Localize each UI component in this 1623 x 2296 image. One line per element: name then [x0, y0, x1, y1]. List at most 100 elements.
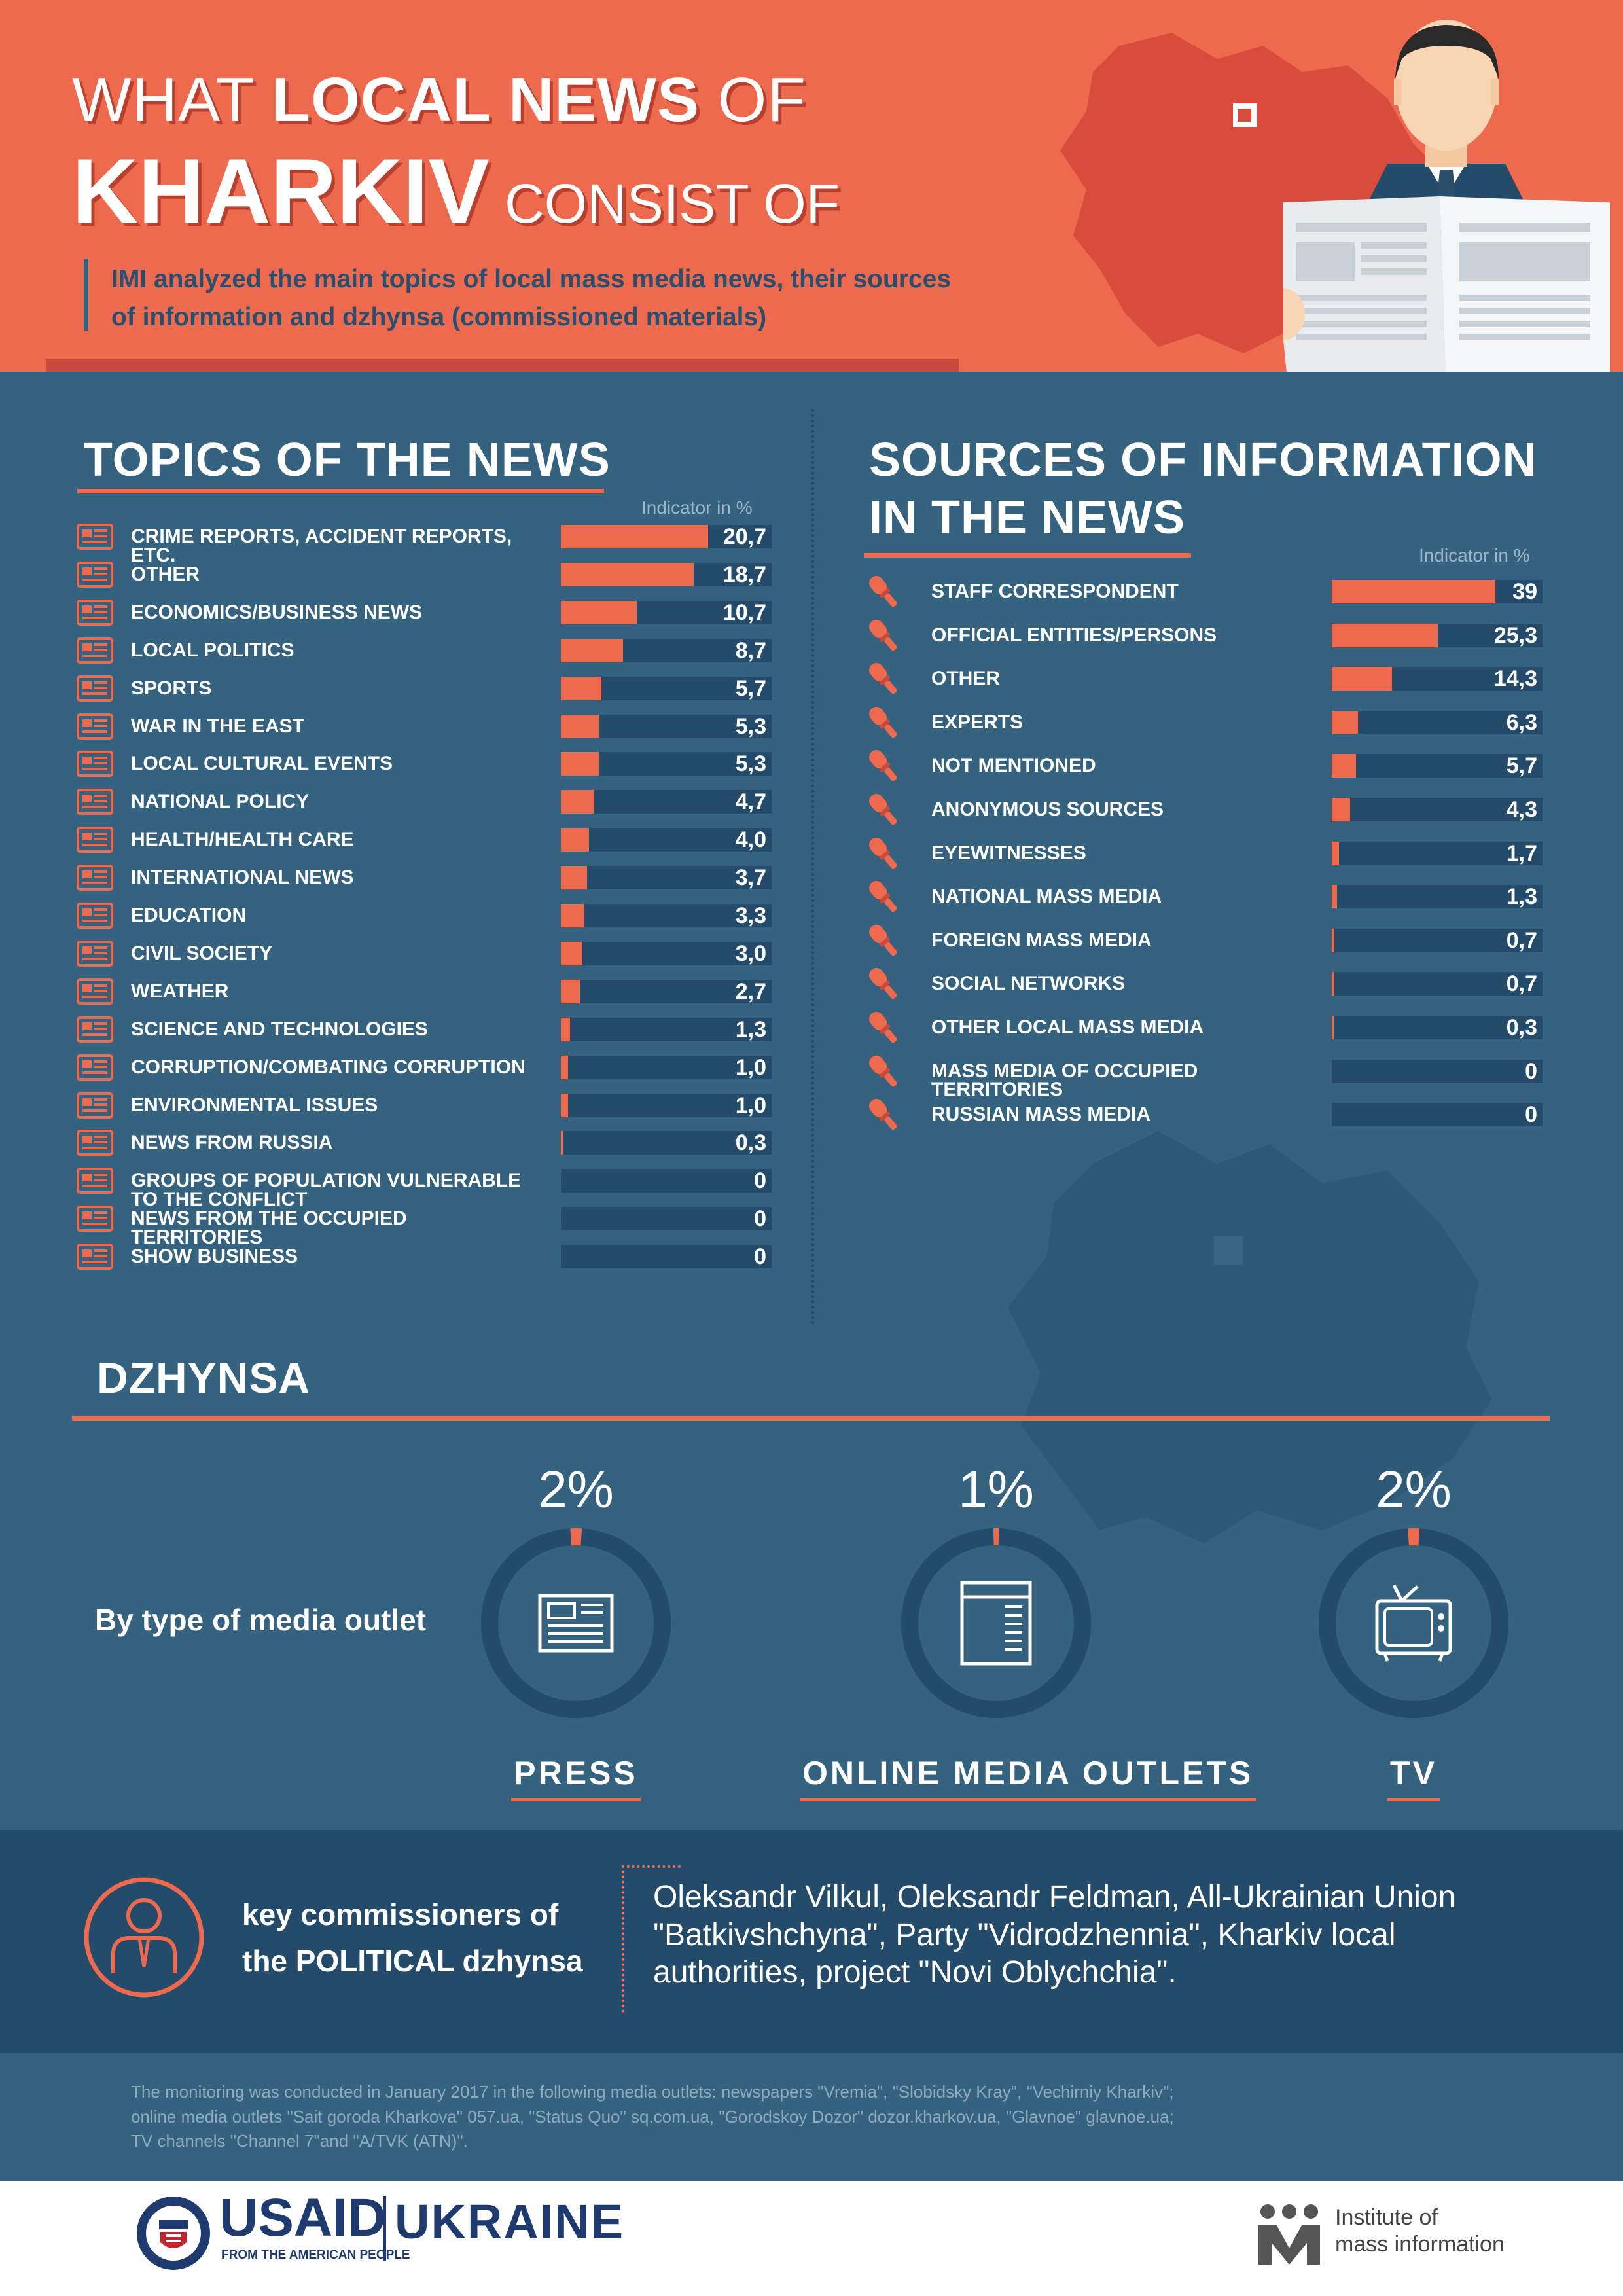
bar-value-label: 4,7 — [735, 789, 766, 815]
bar-value-label: 8,7 — [735, 637, 766, 663]
imi-logo-icon — [1258, 2204, 1320, 2265]
bar-category-label: OTHER LOCAL MASS MEDIA — [931, 1016, 1204, 1038]
bar — [1332, 710, 1359, 734]
bar — [561, 941, 582, 965]
sources-title: SOURCES OF INFORMATION IN THE NEWS — [869, 434, 1537, 544]
microphone-icon — [861, 1052, 906, 1094]
bar — [1332, 1016, 1334, 1039]
topics-title: TOPICS OF THE NEWS — [84, 434, 611, 486]
column-divider — [812, 409, 814, 1325]
bar-category-label: CORRUPTION/COMBATING CORRUPTION — [131, 1056, 526, 1078]
topics-title-rule — [77, 489, 604, 493]
commissioners-divider-top — [622, 1865, 681, 1868]
bar-track: 14,3 — [1332, 667, 1543, 691]
bar-track: 8,7 — [561, 637, 772, 663]
bar-value-label: 20,7 — [722, 524, 766, 549]
bar-value-label: 5,3 — [735, 713, 766, 739]
microphone-icon — [861, 659, 906, 702]
sources-title-rule — [864, 553, 1191, 558]
bar-track: 2,7 — [561, 979, 772, 1003]
bar — [1332, 580, 1495, 603]
bar-track: 0 — [1332, 1103, 1543, 1127]
monitoring-note: The monitoring was conducted in January … — [131, 2082, 1174, 2151]
bar — [561, 600, 637, 624]
bar-value-label: 1,0 — [735, 1092, 766, 1118]
newspaper-icon — [77, 1092, 113, 1122]
bar-category-label: MASS MEDIA OF OCCUPIED TERRITORIES — [931, 1060, 1198, 1101]
bar-value-label: 14,3 — [1493, 666, 1537, 692]
bar-category-label: LOCAL POLITICS — [131, 639, 294, 661]
topics-indicator-label: Indicator in % — [641, 497, 753, 518]
bar-category-label: LOCAL CULTURAL EVENTS — [131, 753, 393, 775]
commissioners-divider — [622, 1865, 624, 2013]
dzhynsa-donut — [901, 1528, 1091, 1718]
sources-indicator-label: Indicator in % — [1419, 545, 1530, 565]
bar-track: 4,7 — [561, 790, 772, 814]
bar — [561, 866, 588, 890]
donut-track — [481, 1528, 671, 1718]
note-band — [0, 2053, 1623, 2181]
bar-track: 4,0 — [561, 828, 772, 852]
bar-value-label: 3,0 — [735, 941, 766, 966]
bar-category-label: OTHER — [931, 668, 1000, 690]
newspaper-icon — [77, 1054, 113, 1084]
bar-category-label: WAR IN THE EAST — [131, 715, 305, 737]
usaid-logo-subtitle: FROM THE AMERICAN PEOPLE — [221, 2248, 410, 2262]
bar-value-label: 0,7 — [1506, 971, 1537, 997]
bar — [561, 562, 694, 586]
donut-segment — [481, 1528, 671, 1718]
bar-category-label: NOT MENTIONED — [931, 755, 1096, 777]
bar — [1332, 798, 1350, 821]
newspaper-icon — [77, 637, 113, 667]
microphone-icon — [861, 1008, 906, 1050]
imi-logo-text: Institute of mass information — [1335, 2205, 1505, 2257]
bar-value-label: 0,3 — [735, 1130, 766, 1156]
microphone-icon — [861, 746, 906, 789]
newspaper-icon — [77, 827, 113, 856]
newspaper-icon — [77, 978, 113, 1008]
bar-track: 0,7 — [1332, 972, 1543, 996]
bar-category-label: SPORTS — [131, 677, 212, 699]
bar-category-label: ANONYMOUS SOURCES — [931, 798, 1164, 820]
bar-track: 0,7 — [1332, 928, 1543, 952]
donut-track — [901, 1528, 1091, 1718]
bar-category-label: ENVIRONMENTAL ISSUES — [131, 1094, 378, 1116]
newspaper-icon — [77, 713, 113, 743]
bar-category-label: EDUCATION — [131, 905, 247, 926]
bar-value-label: 1,3 — [735, 1016, 766, 1042]
logo-band — [0, 2181, 1623, 2296]
newspaper-icon — [538, 1594, 614, 1653]
bar-value-label: 0 — [754, 1206, 766, 1232]
bar-value-label: 39 — [1512, 579, 1537, 604]
bar-category-label: OTHER — [131, 563, 200, 585]
bar-value-label: 4,0 — [735, 827, 766, 853]
bar-track: 0 — [1332, 1058, 1543, 1084]
bar-track: 0,3 — [1332, 1016, 1543, 1039]
bar-category-label: STAFF CORRESPONDENT — [931, 581, 1179, 602]
dzhynsa-percent-label: 2% — [538, 1460, 614, 1518]
bar-category-label: NATIONAL MASS MEDIA — [931, 886, 1162, 908]
dzhynsa-title: DZHYNSA — [97, 1354, 311, 1402]
bar — [1332, 885, 1338, 909]
newspaper-icon — [77, 675, 113, 705]
bar-category-label: NATIONAL POLICY — [131, 791, 310, 813]
bar — [561, 525, 708, 548]
bar-track: 1,7 — [1332, 840, 1543, 866]
bar-track: 25,3 — [1332, 623, 1543, 647]
bar-track: 5,7 — [1332, 754, 1543, 778]
bar — [561, 1093, 568, 1117]
bar — [561, 1055, 568, 1079]
bar-value-label: 4,3 — [1506, 797, 1537, 822]
bar-value-label: 1,7 — [1506, 840, 1537, 866]
page-description: IMI analyzed the main topics of local ma… — [111, 265, 952, 331]
bar-value-label: 0 — [1525, 1058, 1537, 1084]
microphone-icon — [861, 964, 906, 1007]
bar-value-label: 3,7 — [735, 865, 766, 891]
bar-value-label: 3,3 — [735, 903, 766, 928]
bar-category-label: SCIENCE AND TECHNOLOGIES — [131, 1018, 428, 1040]
bar — [561, 979, 580, 1003]
tv-icon — [1375, 1584, 1452, 1662]
bar-category-label: GROUPS OF POPULATION VULNERABLE TO THE C… — [131, 1170, 522, 1210]
ukraine-logo-text: UKRAINE — [395, 2195, 625, 2249]
bar — [561, 752, 599, 776]
